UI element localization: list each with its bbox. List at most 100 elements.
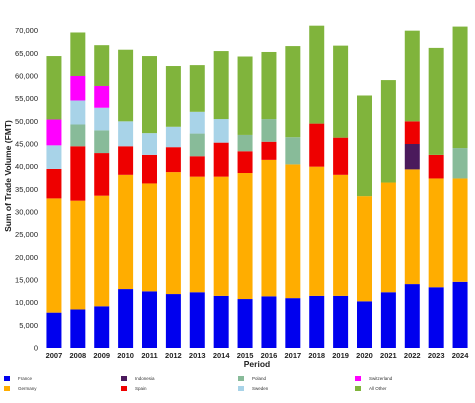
y-axis-title: Sum of Trade Volume (FMT) <box>3 120 13 232</box>
y-tick-label: 25,000 <box>15 230 38 239</box>
y-tick-label: 55,000 <box>15 94 38 103</box>
x-tick-label: 2009 <box>93 351 110 360</box>
x-axis-ticks: 2007 2008 2009 2010 2011 2012 2013 2014 2015 2016… <box>46 351 470 360</box>
legend-item: Indonesia <box>121 376 155 381</box>
y-tick-label: 15,000 <box>15 276 38 285</box>
bar-segment <box>309 295 325 348</box>
bar-segment <box>213 142 229 177</box>
legend-label: Germany <box>18 386 37 391</box>
x-tick-label: 2015 <box>237 351 254 360</box>
bar-segment <box>428 154 444 179</box>
y-tick-label: 30,000 <box>15 208 38 217</box>
bar-segment <box>261 159 277 297</box>
bar-segment <box>452 178 468 282</box>
bar-segment <box>261 141 277 160</box>
bar-segment <box>261 119 277 142</box>
bar-segment <box>118 121 134 147</box>
y-tick-label: 50,000 <box>15 117 38 126</box>
y-axis-ticks: 0 5,000 10,000 15,000 20,000 25,000 30,000 35,0… <box>15 26 38 352</box>
y-tick-label: 40,000 <box>15 162 38 171</box>
legend-swatch <box>355 386 361 391</box>
x-tick-label: 2018 <box>308 351 325 360</box>
x-axis-title: Period <box>244 359 270 369</box>
bar-segment <box>309 123 325 167</box>
y-tick-label: 60,000 <box>15 72 38 81</box>
bar-segment <box>452 26 468 149</box>
bar-segment <box>237 56 253 135</box>
bar-segment <box>94 195 110 307</box>
x-tick-label: 2023 <box>428 351 445 360</box>
bar-segment <box>261 296 277 348</box>
bar-segment <box>261 51 277 120</box>
y-tick-label: 35,000 <box>15 185 38 194</box>
bar-segment <box>94 107 110 131</box>
bar-segment <box>237 134 253 152</box>
bar-segment <box>118 289 134 348</box>
bar-segment <box>309 166 325 296</box>
bar-segment <box>285 46 301 138</box>
x-tick-label: 2013 <box>189 351 206 360</box>
legend-label: All Other <box>369 386 387 391</box>
bar-segment <box>70 200 86 310</box>
bar-segment <box>70 146 86 201</box>
bar-segment <box>189 156 205 177</box>
x-tick-label: 2022 <box>404 351 421 360</box>
bar-segment <box>213 176 229 296</box>
bar-segment <box>380 292 396 348</box>
legend: France Germany Indonesia Spain Poland Sweden S… <box>0 373 475 403</box>
bar-segment <box>46 168 62 199</box>
legend-label: Poland <box>252 376 267 381</box>
bar-segment <box>380 182 396 293</box>
bar-segment <box>404 30 420 122</box>
bar-segment <box>165 126 181 148</box>
y-tick-label: 0 <box>34 344 38 353</box>
y-tick-label: 70,000 <box>15 26 38 35</box>
x-tick-label: 2016 <box>261 351 278 360</box>
bar-segment <box>189 65 205 112</box>
legend-item: Switzerland <box>355 376 392 381</box>
y-tick-label: 10,000 <box>15 298 38 307</box>
legend-swatch <box>121 376 127 381</box>
legend-item: Poland <box>238 376 266 381</box>
x-tick-label: 2021 <box>380 351 397 360</box>
x-tick-label: 2008 <box>69 351 86 360</box>
bar-segment <box>165 66 181 127</box>
bar-segment <box>333 45 349 138</box>
x-tick-label: 2019 <box>332 351 349 360</box>
x-tick-label: 2012 <box>165 351 182 360</box>
legend-label: Sweden <box>252 386 269 391</box>
bar-segment <box>237 151 253 174</box>
bars-group <box>46 25 468 348</box>
bar-segment <box>404 121 420 144</box>
x-tick-label: 2007 <box>46 351 63 360</box>
bar-segment <box>165 147 181 173</box>
bar-segment <box>70 124 86 147</box>
bar-segment <box>237 173 253 300</box>
x-tick-label: 2020 <box>356 351 373 360</box>
bar-segment <box>189 133 205 157</box>
y-tick-label: 5,000 <box>19 321 38 330</box>
bar-segment <box>46 119 62 146</box>
bar-segment <box>46 198 62 313</box>
bar-segment <box>165 294 181 348</box>
bar-segment <box>237 299 253 348</box>
bar-segment <box>94 153 110 196</box>
x-tick-label: 2014 <box>213 351 231 360</box>
legend-swatch <box>4 376 10 381</box>
bar-segment <box>452 148 468 179</box>
bar-segment <box>165 172 181 295</box>
bar-segment <box>213 295 229 348</box>
bar-segment <box>285 164 301 299</box>
bar-segment <box>46 145 62 169</box>
legend-label: Indonesia <box>135 376 155 381</box>
legend-label: Switzerland <box>369 376 393 381</box>
bar-segment <box>428 178 444 288</box>
legend-label: France <box>18 376 33 381</box>
bar-segment <box>404 144 420 170</box>
bar-segment <box>70 32 86 76</box>
legend-swatch <box>121 386 127 391</box>
bar-segment <box>94 130 110 154</box>
bar-segment <box>142 183 157 292</box>
bar-segment <box>452 281 468 348</box>
bar-segment <box>428 47 444 155</box>
